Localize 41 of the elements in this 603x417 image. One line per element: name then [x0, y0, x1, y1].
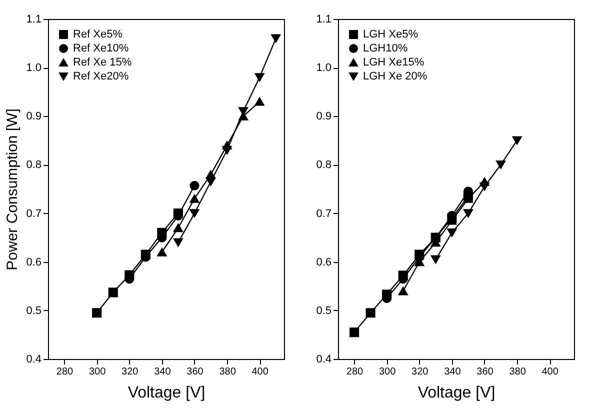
y-tick-label: 1.1: [316, 14, 332, 26]
y-tick-label: 0.4: [26, 354, 42, 366]
x-tick-label: 360: [186, 366, 204, 378]
x-tick-label: 380: [509, 366, 526, 378]
x-tick-label: 400: [252, 366, 269, 378]
y-axis-title: Power Consumption [W]: [4, 108, 22, 270]
x-tick-label: 380: [219, 366, 236, 378]
legend-label: LGH Xe15%: [363, 56, 424, 68]
x-axis-title: Voltage [V]: [418, 384, 496, 402]
y-tick-label: 1.1: [26, 14, 42, 26]
y-tick-label: 0.7: [316, 208, 332, 220]
y-tick-label: 0.6: [26, 256, 42, 268]
legend-label: Ref Xe5%: [73, 28, 123, 40]
legend-label: LGH Xe 20%: [363, 70, 428, 82]
y-tick-label: 0.7: [26, 208, 42, 220]
x-tick-label: 300: [378, 366, 396, 378]
y-tick-label: 0.5: [316, 304, 332, 317]
x-tick-label: 340: [444, 366, 462, 378]
legend-label: Ref Xe 15%: [73, 56, 132, 68]
y-tick-label: 0.9: [316, 110, 332, 123]
y-tick-label: 0.6: [316, 256, 332, 268]
x-tick-label: 400: [542, 366, 559, 378]
y-tick-label: 1.0: [26, 62, 42, 74]
x-tick-label: 360: [476, 366, 494, 378]
x-tick-label: 300: [88, 366, 106, 378]
x-tick-label: 320: [122, 366, 139, 378]
y-tick-label: 1.0: [316, 62, 332, 74]
legend-label: LGH Xe5%: [363, 28, 418, 40]
y-tick-label: 0.8: [316, 159, 332, 172]
x-tick-label: 280: [346, 366, 364, 378]
y-tick-label: 0.8: [26, 159, 42, 172]
legend-label: Ref Xe20%: [73, 70, 129, 82]
legend-label: LGH10%: [363, 42, 408, 54]
y-tick-label: 0.9: [26, 110, 42, 123]
y-tick-label: 0.4: [316, 354, 332, 366]
x-tick-label: 340: [154, 366, 172, 378]
legend-label: Ref Xe10%: [73, 42, 129, 54]
y-tick-label: 0.5: [26, 304, 42, 317]
x-tick-label: 320: [412, 366, 429, 378]
x-tick-label: 280: [56, 366, 74, 378]
x-axis-title: Voltage [V]: [128, 384, 206, 402]
